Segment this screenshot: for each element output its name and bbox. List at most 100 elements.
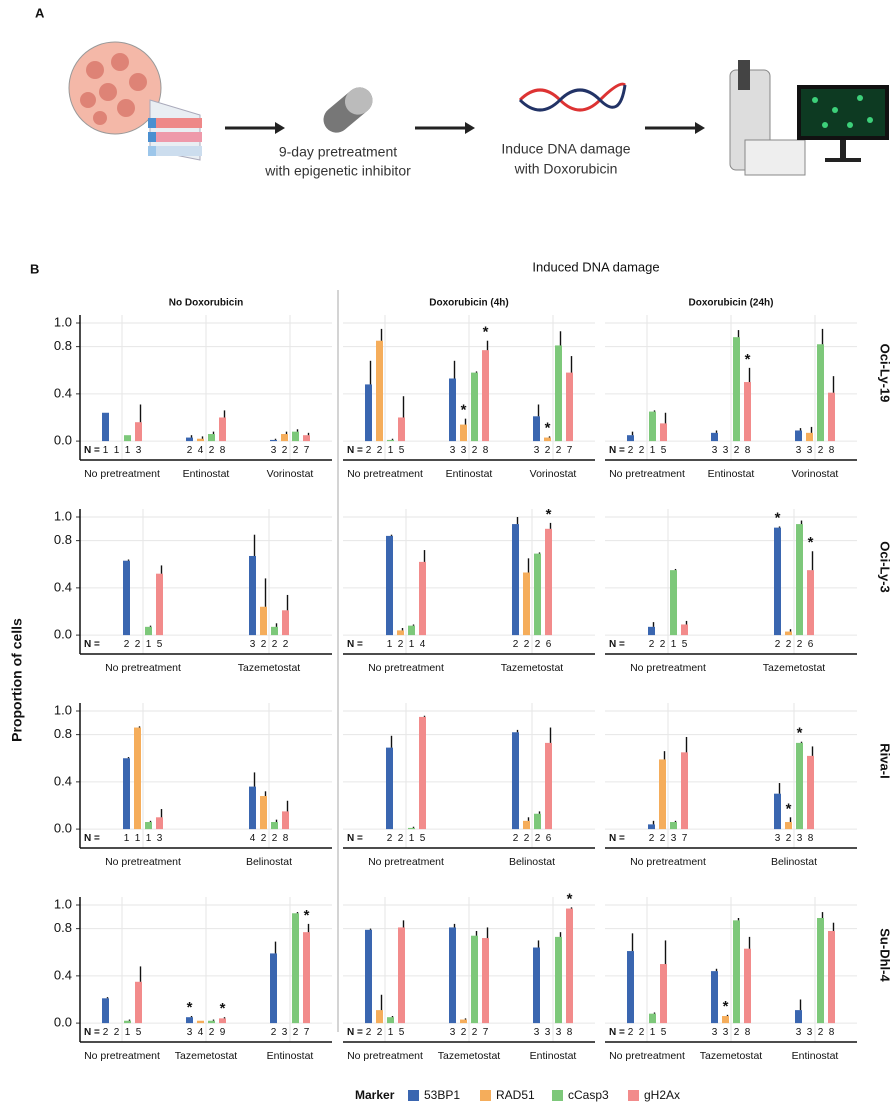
x-tick-label: No pretreatment <box>630 662 706 674</box>
significance-mark: * <box>546 506 552 523</box>
bar <box>397 630 404 635</box>
y-tick-label: 0.4 <box>54 773 72 788</box>
bar <box>376 341 383 441</box>
n-label: 2 <box>734 1027 740 1038</box>
n-label: 4 <box>198 1027 204 1038</box>
bar <box>386 536 393 635</box>
bar <box>523 821 530 829</box>
n-label: 3 <box>807 445 813 456</box>
bar <box>386 748 393 829</box>
bar <box>711 971 718 1023</box>
n-label: 1 <box>103 445 109 456</box>
n-label: 2 <box>271 1027 277 1038</box>
n-label: 3 <box>534 445 540 456</box>
x-tick-label: No pretreatment <box>105 662 181 674</box>
n-label-title: N = <box>347 833 363 844</box>
bar <box>282 610 289 635</box>
significance-mark: * <box>808 534 814 551</box>
legend-label: gH2Ax <box>644 1088 680 1102</box>
y-axis-label: Proportion of cells <box>9 618 25 742</box>
bar <box>449 927 456 1023</box>
n-label-title: N = <box>84 833 100 844</box>
legend-swatch <box>628 1090 639 1101</box>
significance-mark: * <box>786 800 792 817</box>
bar <box>774 528 781 635</box>
n-label: 7 <box>483 1027 489 1038</box>
n-label: 2 <box>734 445 740 456</box>
bar <box>722 1016 729 1023</box>
bar <box>249 556 256 635</box>
x-tick-label: No pretreatment <box>347 1050 423 1062</box>
y-tick-label: 1.0 <box>54 314 72 329</box>
n-label: 8 <box>808 833 814 844</box>
bar <box>471 936 478 1023</box>
bar <box>534 814 541 829</box>
n-label: 3 <box>271 445 277 456</box>
n-label: 2 <box>513 639 519 650</box>
n-label: 3 <box>723 1027 729 1038</box>
bar <box>533 416 540 441</box>
n-label: 4 <box>420 639 426 650</box>
n-label: 1 <box>650 1027 656 1038</box>
bar <box>681 752 688 829</box>
bar <box>408 626 415 635</box>
n-label: 8 <box>745 445 751 456</box>
bar <box>124 1021 131 1023</box>
row-title: Su-Dhl-4 <box>878 928 893 982</box>
bar <box>785 632 792 636</box>
n-label: 3 <box>671 833 677 844</box>
x-tick-label: No pretreatment <box>347 468 423 480</box>
bar <box>555 345 562 441</box>
n-label: 2 <box>114 1027 120 1038</box>
bar <box>249 787 256 830</box>
n-label: 1 <box>125 1027 131 1038</box>
bar <box>795 1010 802 1023</box>
n-label: 5 <box>399 445 405 456</box>
n-label: 6 <box>546 833 552 844</box>
x-tick-label: Entinostat <box>267 1050 314 1062</box>
y-tick-label: 0.0 <box>54 821 72 836</box>
n-label: 3 <box>461 445 467 456</box>
legend-swatch <box>480 1090 491 1101</box>
y-tick-label: 0.4 <box>54 579 72 594</box>
bar <box>471 373 478 442</box>
n-label: 3 <box>712 445 718 456</box>
n-label: 2 <box>187 445 193 456</box>
n-label: 2 <box>135 639 141 650</box>
bar <box>135 422 142 441</box>
n-label: 5 <box>399 1027 405 1038</box>
x-tick-label: No pretreatment <box>630 856 706 868</box>
bar <box>512 732 519 829</box>
n-label: 5 <box>420 833 426 844</box>
n-label: 2 <box>377 1027 383 1038</box>
n-label-title: N = <box>609 833 625 844</box>
x-tick-label: Belinostat <box>771 856 817 868</box>
significance-mark: * <box>567 890 573 907</box>
n-label-title: N = <box>609 1027 625 1038</box>
n-label: 1 <box>114 445 120 456</box>
x-tick-label: Belinostat <box>246 856 292 868</box>
x-tick-label: Vorinostat <box>530 468 577 480</box>
n-label: 3 <box>797 833 803 844</box>
bar <box>534 554 541 635</box>
x-tick-label: Vorinostat <box>792 468 839 480</box>
bar <box>271 822 278 829</box>
bar <box>482 350 489 441</box>
n-label: 2 <box>472 445 478 456</box>
y-tick-label: 1.0 <box>54 508 72 523</box>
bar <box>271 627 278 635</box>
n-label: 3 <box>157 833 163 844</box>
n-label: 7 <box>304 445 310 456</box>
step-text: with Doxorubicin <box>514 161 618 177</box>
x-tick-label: Tazemetostat <box>700 1050 763 1062</box>
n-label: 2 <box>535 833 541 844</box>
bar <box>627 435 634 441</box>
y-tick-label: 0.8 <box>54 920 72 935</box>
n-label: 3 <box>450 445 456 456</box>
n-label: 2 <box>660 833 666 844</box>
n-label: 5 <box>682 639 688 650</box>
y-tick-label: 0.0 <box>54 627 72 642</box>
n-label-title: N = <box>84 1027 100 1038</box>
bar <box>219 1018 226 1023</box>
n-label: 2 <box>261 639 267 650</box>
